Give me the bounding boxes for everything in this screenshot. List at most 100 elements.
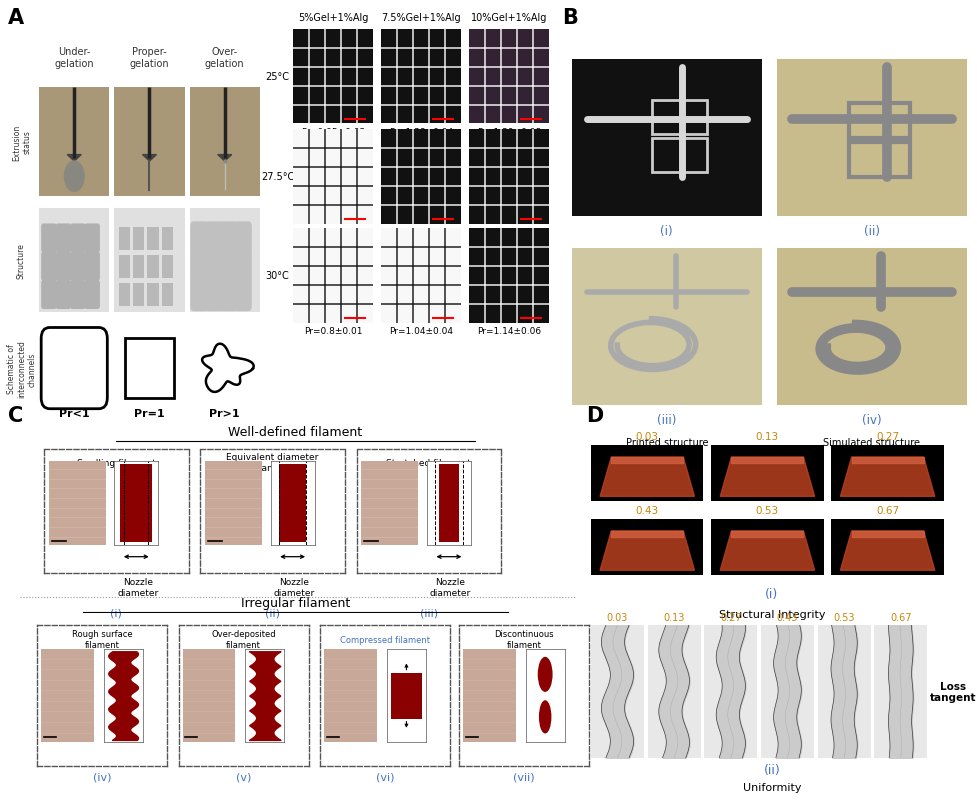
Text: 0.67: 0.67 xyxy=(876,505,899,515)
Text: Under-
gelation: Under- gelation xyxy=(55,47,94,69)
FancyBboxPatch shape xyxy=(84,224,100,253)
FancyBboxPatch shape xyxy=(234,250,252,284)
FancyBboxPatch shape xyxy=(133,227,145,250)
Text: Simulated structure: Simulated structure xyxy=(824,438,920,448)
Text: (iii): (iii) xyxy=(420,608,438,618)
FancyBboxPatch shape xyxy=(234,278,252,312)
FancyBboxPatch shape xyxy=(391,673,422,719)
Text: Pr<1: Pr<1 xyxy=(59,408,90,419)
Text: Nozzle
diameter: Nozzle diameter xyxy=(430,577,471,597)
FancyBboxPatch shape xyxy=(84,253,100,282)
FancyBboxPatch shape xyxy=(118,284,130,306)
FancyBboxPatch shape xyxy=(162,255,173,278)
Polygon shape xyxy=(600,531,695,570)
Text: Over-deposited
filament: Over-deposited filament xyxy=(211,630,276,649)
Text: Proper-
gelation: Proper- gelation xyxy=(130,47,169,69)
Text: (i): (i) xyxy=(765,588,779,601)
Text: Pr=1.04±0.04: Pr=1.04±0.04 xyxy=(389,326,453,336)
Text: Schematic of
interconnected
channels: Schematic of interconnected channels xyxy=(7,340,36,398)
Polygon shape xyxy=(840,457,935,496)
Text: Pr>1: Pr>1 xyxy=(209,408,240,419)
Polygon shape xyxy=(600,457,695,496)
FancyBboxPatch shape xyxy=(70,281,86,310)
Text: B: B xyxy=(562,8,577,28)
Text: Extrusion
status: Extrusion status xyxy=(12,124,31,160)
Text: Loss
tangent: Loss tangent xyxy=(930,681,976,703)
FancyBboxPatch shape xyxy=(219,250,237,284)
FancyBboxPatch shape xyxy=(219,278,237,312)
Text: (vi): (vi) xyxy=(376,772,395,781)
Polygon shape xyxy=(732,457,803,463)
FancyBboxPatch shape xyxy=(118,255,130,278)
Polygon shape xyxy=(720,531,815,570)
Text: Swelling filament: Swelling filament xyxy=(77,458,155,467)
Polygon shape xyxy=(720,457,815,496)
FancyBboxPatch shape xyxy=(279,464,306,542)
Text: 5%Gel+1%Alg: 5%Gel+1%Alg xyxy=(298,13,368,23)
Text: 30°C: 30°C xyxy=(266,271,289,281)
Text: Structure: Structure xyxy=(17,243,26,278)
Text: Discontinuous
filament: Discontinuous filament xyxy=(494,630,554,649)
Text: 7.5%Gel+1%Alg: 7.5%Gel+1%Alg xyxy=(381,13,461,23)
FancyBboxPatch shape xyxy=(41,224,57,253)
Text: 0.13: 0.13 xyxy=(756,431,779,441)
Text: 25°C: 25°C xyxy=(266,72,289,82)
FancyBboxPatch shape xyxy=(162,227,173,250)
Text: (ii): (ii) xyxy=(864,225,880,238)
FancyBboxPatch shape xyxy=(219,222,237,255)
Polygon shape xyxy=(840,531,935,570)
Text: (ii): (ii) xyxy=(763,763,781,776)
Text: (v): (v) xyxy=(236,772,251,781)
FancyBboxPatch shape xyxy=(191,250,208,284)
Text: Uniformity: Uniformity xyxy=(743,782,801,792)
Text: Pr=1.39±0.08: Pr=1.39±0.08 xyxy=(477,128,541,137)
Text: Irregular filament: Irregular filament xyxy=(241,596,350,609)
Polygon shape xyxy=(612,457,683,463)
Text: Pr=1.09±0.06: Pr=1.09±0.06 xyxy=(389,228,453,237)
Text: (iv): (iv) xyxy=(93,772,111,781)
Text: 0.27: 0.27 xyxy=(876,431,899,441)
Text: A: A xyxy=(8,8,24,28)
Text: 27.5°C: 27.5°C xyxy=(261,172,294,182)
FancyBboxPatch shape xyxy=(148,227,158,250)
FancyBboxPatch shape xyxy=(118,227,130,250)
Text: Equivalent diameter
filament: Equivalent diameter filament xyxy=(227,453,319,472)
Circle shape xyxy=(64,162,84,192)
FancyBboxPatch shape xyxy=(120,464,152,542)
Text: 0.43: 0.43 xyxy=(777,612,798,622)
FancyBboxPatch shape xyxy=(191,222,208,255)
FancyBboxPatch shape xyxy=(56,253,71,282)
FancyBboxPatch shape xyxy=(70,224,86,253)
FancyBboxPatch shape xyxy=(439,464,459,542)
Text: Pr=1.27±0.11: Pr=1.27±0.11 xyxy=(477,228,541,237)
Text: Pr=1: Pr=1 xyxy=(134,408,165,419)
Text: Pr=1.14±0.06: Pr=1.14±0.06 xyxy=(477,326,541,336)
FancyBboxPatch shape xyxy=(148,284,158,306)
Text: 0.43: 0.43 xyxy=(636,505,658,515)
Polygon shape xyxy=(143,156,156,162)
Text: Structural Integrity: Structural Integrity xyxy=(718,610,826,619)
FancyBboxPatch shape xyxy=(191,278,208,312)
Polygon shape xyxy=(67,156,81,162)
Text: (i): (i) xyxy=(660,225,673,238)
Text: C: C xyxy=(8,405,23,425)
Text: Over-
gelation: Over- gelation xyxy=(205,47,244,69)
Text: Pr=0.8±0.01: Pr=0.8±0.01 xyxy=(304,326,362,336)
FancyBboxPatch shape xyxy=(162,284,173,306)
Text: (ii): (ii) xyxy=(265,608,280,618)
Text: Nozzle
diameter: Nozzle diameter xyxy=(117,577,158,597)
FancyBboxPatch shape xyxy=(204,250,223,284)
FancyBboxPatch shape xyxy=(133,284,145,306)
Polygon shape xyxy=(852,531,923,537)
FancyBboxPatch shape xyxy=(204,278,223,312)
Text: (iv): (iv) xyxy=(862,414,882,427)
Polygon shape xyxy=(218,156,232,162)
Text: 0.53: 0.53 xyxy=(756,505,779,515)
Polygon shape xyxy=(612,531,683,537)
Text: 0.13: 0.13 xyxy=(663,612,685,622)
Text: Pr=0.95±0.03: Pr=0.95±0.03 xyxy=(301,128,365,137)
Text: Pr=1.38±0.04: Pr=1.38±0.04 xyxy=(389,128,453,137)
Text: 0.53: 0.53 xyxy=(833,612,855,622)
Polygon shape xyxy=(852,457,923,463)
Text: Printed structure: Printed structure xyxy=(625,438,708,448)
